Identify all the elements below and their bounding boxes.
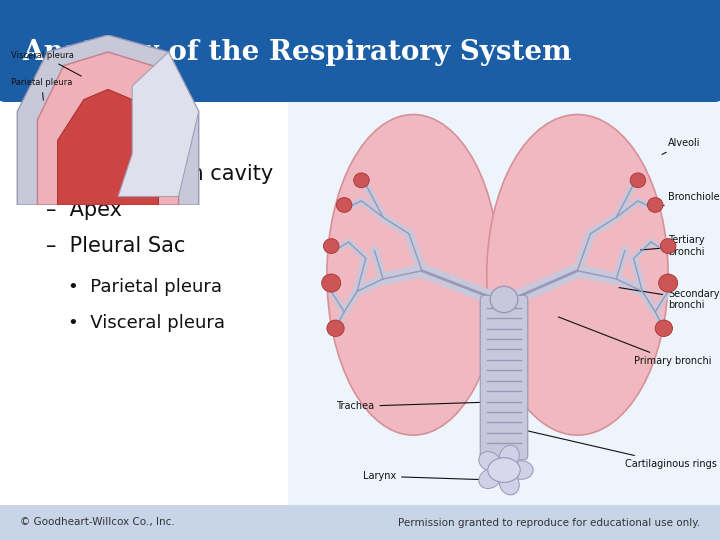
FancyBboxPatch shape — [0, 94, 720, 505]
Circle shape — [660, 239, 676, 253]
Text: Primary bronchi: Primary bronchi — [559, 317, 711, 366]
Circle shape — [323, 239, 339, 253]
Text: –  Pleural Sac: – Pleural Sac — [46, 236, 185, 256]
Circle shape — [490, 286, 518, 313]
Text: •: • — [18, 124, 32, 148]
Polygon shape — [58, 90, 158, 205]
Text: Cartilaginous rings: Cartilaginous rings — [513, 428, 717, 469]
Circle shape — [630, 173, 646, 188]
Ellipse shape — [479, 451, 501, 471]
Polygon shape — [17, 35, 199, 205]
Text: Alveoli: Alveoli — [662, 138, 701, 154]
Circle shape — [655, 320, 672, 336]
Ellipse shape — [500, 472, 519, 495]
Text: –  Mediastinum cavity: – Mediastinum cavity — [46, 164, 274, 184]
Text: Anatomy of the Respiratory System: Anatomy of the Respiratory System — [22, 38, 572, 65]
Ellipse shape — [488, 458, 521, 482]
FancyBboxPatch shape — [480, 295, 528, 460]
Text: Secondary
bronchi: Secondary bronchi — [619, 288, 720, 310]
Text: •  Visceral pleura: • Visceral pleura — [68, 314, 225, 332]
Circle shape — [336, 198, 352, 212]
Ellipse shape — [510, 461, 533, 480]
Circle shape — [327, 320, 344, 336]
Text: –  Apex: – Apex — [46, 200, 122, 220]
Circle shape — [659, 274, 678, 292]
Text: Bronchiole: Bronchiole — [654, 192, 720, 208]
Ellipse shape — [327, 114, 500, 435]
Circle shape — [354, 173, 369, 188]
Text: Tertiary
bronchi: Tertiary bronchi — [641, 235, 705, 257]
Text: © Goodheart-Willcox Co., Inc.: © Goodheart-Willcox Co., Inc. — [20, 517, 175, 528]
Ellipse shape — [487, 114, 668, 435]
Ellipse shape — [500, 446, 519, 468]
Text: Permission granted to reproduce for educational use only.: Permission granted to reproduce for educ… — [397, 517, 700, 528]
Text: Parietal pleura: Parietal pleura — [12, 78, 73, 100]
Text: Visceral pleura: Visceral pleura — [12, 51, 81, 76]
Circle shape — [322, 274, 341, 292]
Polygon shape — [37, 52, 179, 205]
FancyBboxPatch shape — [0, 505, 720, 540]
Text: Lungs: Lungs — [36, 124, 110, 148]
Polygon shape — [118, 52, 199, 197]
Text: Trachea: Trachea — [336, 401, 482, 411]
Ellipse shape — [479, 469, 501, 489]
Text: Larynx: Larynx — [363, 471, 501, 481]
Text: •  Parietal pleura: • Parietal pleura — [68, 278, 222, 296]
FancyBboxPatch shape — [0, 94, 288, 505]
FancyBboxPatch shape — [0, 0, 720, 102]
Circle shape — [647, 198, 663, 212]
